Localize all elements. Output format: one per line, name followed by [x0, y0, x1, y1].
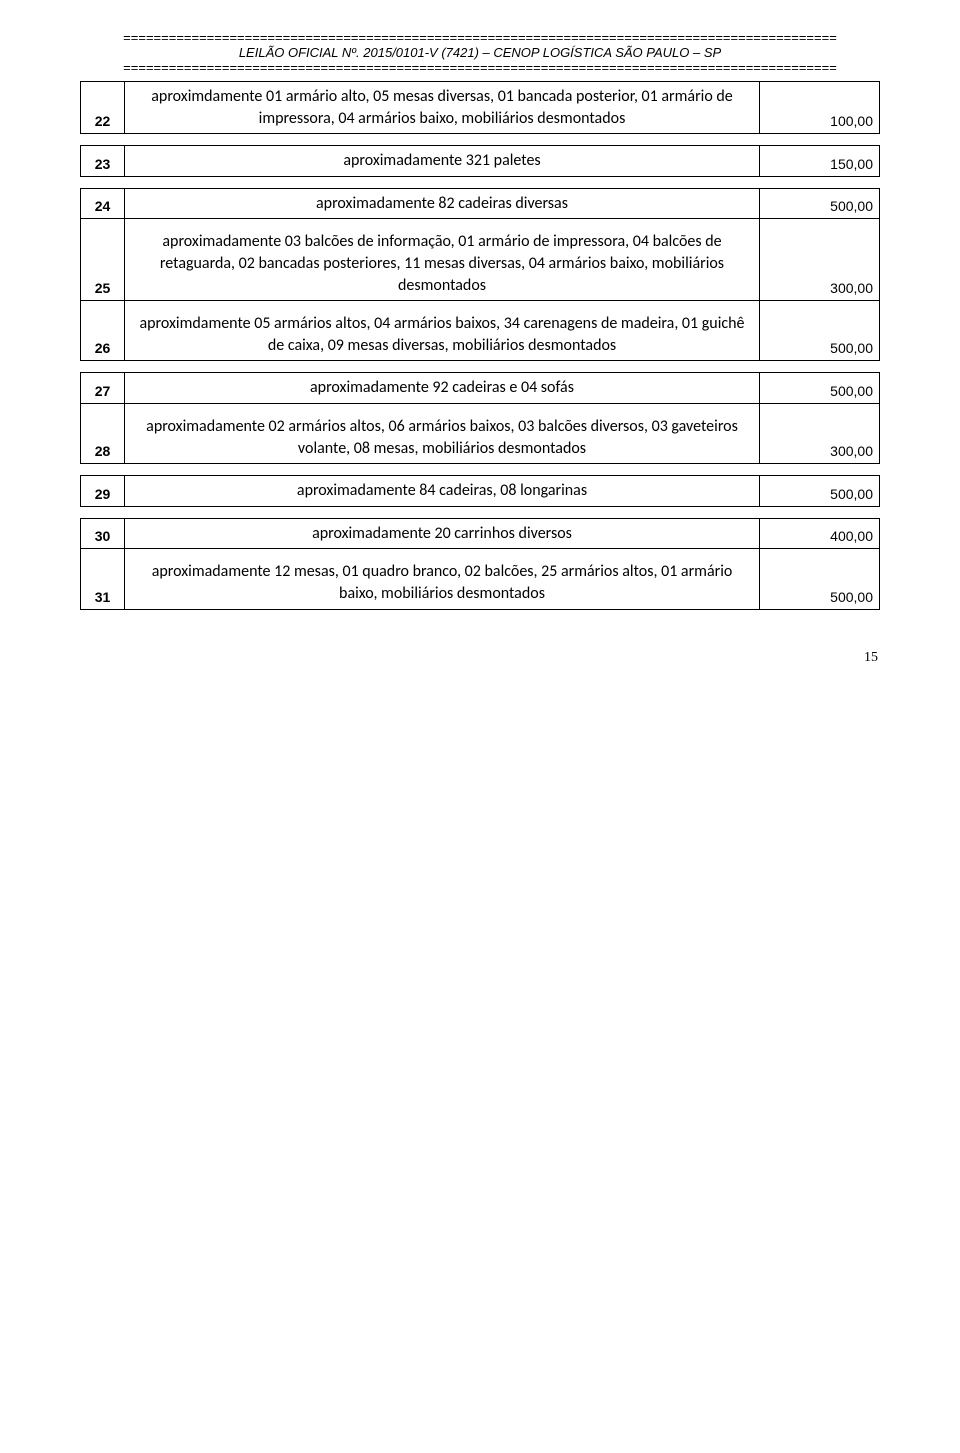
lot-description-cell: aproximadamente 02 armários altos, 06 ar…: [125, 403, 760, 463]
lot-price: 500,00: [760, 549, 880, 609]
lot-price: 300,00: [760, 219, 880, 301]
lot-description-cell: aproximdamente 01 armário alto, 05 mesas…: [125, 82, 760, 134]
table-row: 28aproximadamente 02 armários altos, 06 …: [81, 403, 880, 463]
lot-price: 500,00: [760, 301, 880, 361]
lot-price: 400,00: [760, 518, 880, 549]
lot-description-cell: aproximadamente 20 carrinhos diversos: [125, 518, 760, 549]
lot-description: aproximadamente 03 balcões de informação…: [131, 231, 753, 296]
lot-number: 24: [81, 188, 125, 219]
lot-description-cell: aproximadamente 03 balcões de informação…: [125, 219, 760, 301]
lot-description-cell: aproximadamente 321 paletes: [125, 146, 760, 177]
lot-description: aproximadamente 82 cadeiras diversas: [131, 193, 753, 215]
lot-description: aproximadamente 92 cadeiras e 04 sofás: [131, 377, 753, 399]
lot-description-cell: aproximdamente 05 armários altos, 04 arm…: [125, 301, 760, 361]
lot-price: 500,00: [760, 188, 880, 219]
table-row: 24 aproximadamente 82 cadeiras diversas 50…: [81, 188, 880, 219]
lot-description: aproximadamente 20 carrinhos diversos: [131, 523, 753, 545]
table-row: 25aproximadamente 03 balcões de informaç…: [81, 219, 880, 301]
lot-number: 29: [81, 476, 125, 507]
table-row: 27 aproximadamente 92 cadeiras e 04 sofás…: [81, 373, 880, 404]
row-spacer: [81, 176, 880, 188]
table-row: 29 aproximadamente 84 cadeiras, 08 longar…: [81, 476, 880, 507]
lot-number: 30: [81, 518, 125, 549]
table-row: 22aproximdamente 01 armário alto, 05 mes…: [81, 82, 880, 134]
row-spacer: [81, 506, 880, 518]
lot-price: 500,00: [760, 373, 880, 404]
divider-bottom: ========================================…: [80, 60, 880, 75]
page-title: LEILÃO OFICIAL Nº. 2015/0101-V (7421) – …: [80, 45, 880, 60]
table-row: 30 aproximadamente 20 carrinhos diversos 4…: [81, 518, 880, 549]
lot-number: 31: [81, 549, 125, 609]
table-row: 26aproximdamente 05 armários altos, 04 a…: [81, 301, 880, 361]
lot-number: 25: [81, 219, 125, 301]
row-spacer: [81, 464, 880, 476]
lot-description: aproximdamente 01 armário alto, 05 mesas…: [131, 86, 753, 129]
lot-number: 22: [81, 82, 125, 134]
lot-price: 150,00: [760, 146, 880, 177]
table-row: 31aproximadamente 12 mesas, 01 quadro br…: [81, 549, 880, 609]
lot-description: aproximdamente 05 armários altos, 04 arm…: [131, 313, 753, 356]
lot-description: aproximadamente 02 armários altos, 06 ar…: [131, 416, 753, 459]
auction-table: 22aproximdamente 01 armário alto, 05 mes…: [80, 81, 880, 610]
divider-top: ========================================…: [80, 30, 880, 45]
lot-number: 28: [81, 403, 125, 463]
lot-description-cell: aproximadamente 82 cadeiras diversas: [125, 188, 760, 219]
page-number: 15: [80, 650, 880, 666]
lot-description: aproximadamente 321 paletes: [131, 150, 753, 172]
lot-price: 100,00: [760, 82, 880, 134]
lot-number: 26: [81, 301, 125, 361]
lot-description-cell: aproximadamente 84 cadeiras, 08 longarin…: [125, 476, 760, 507]
row-spacer: [81, 134, 880, 146]
lot-price: 300,00: [760, 403, 880, 463]
table-row: 23 aproximadamente 321 paletes 150,00: [81, 146, 880, 177]
row-spacer: [81, 361, 880, 373]
lot-description-cell: aproximadamente 92 cadeiras e 04 sofás: [125, 373, 760, 404]
lot-description: aproximadamente 12 mesas, 01 quadro bran…: [131, 561, 753, 604]
lot-description-cell: aproximadamente 12 mesas, 01 quadro bran…: [125, 549, 760, 609]
lot-price: 500,00: [760, 476, 880, 507]
lot-number: 27: [81, 373, 125, 404]
lot-description: aproximadamente 84 cadeiras, 08 longarin…: [131, 480, 753, 502]
lot-number: 23: [81, 146, 125, 177]
